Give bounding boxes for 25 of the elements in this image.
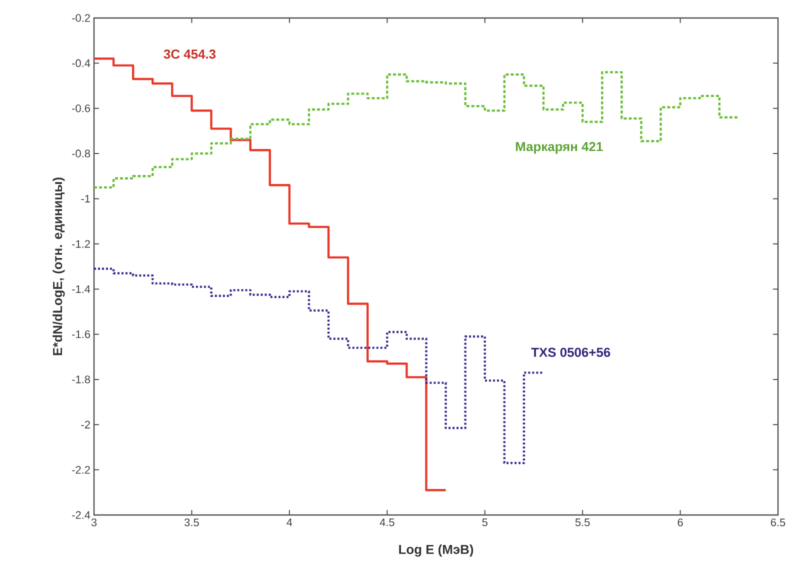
x-tick-label: 5.5 <box>575 518 590 526</box>
y-tick-label: -1.4 <box>72 285 90 293</box>
y-tick-label: -2.2 <box>72 466 90 474</box>
y-tick-label: -1.8 <box>72 376 90 384</box>
x-tick-label: 4.5 <box>380 518 394 526</box>
series-label: 3C 454.3 <box>164 50 216 59</box>
x-tick-label: 6 <box>678 518 683 526</box>
y-tick-label: -0.2 <box>72 14 90 22</box>
x-tick-label: 3 <box>91 518 97 526</box>
y-tick-label: -2.4 <box>72 511 90 519</box>
x-tick-label: 4 <box>286 518 292 526</box>
y-tick-label: -1.6 <box>72 330 90 338</box>
y-tick-label: -0.6 <box>72 104 90 112</box>
y-tick-label: -0.8 <box>72 150 90 158</box>
x-tick-label: 3.5 <box>184 518 199 526</box>
y-tick-label: -1 <box>81 194 90 202</box>
series-label: Маркарян 421 <box>516 142 603 154</box>
series-label: TXS 0506+56 <box>531 348 610 357</box>
y-tick-label: -2 <box>81 420 90 428</box>
y-axis-title: E*dN/dLogE, (отн. единицы) <box>52 178 65 356</box>
x-axis-title: Log E (МэВ) <box>399 544 474 557</box>
y-tick-label: -0.4 <box>72 59 90 68</box>
x-tick-label: 5 <box>482 518 488 526</box>
y-tick-label: -1.2 <box>72 240 90 248</box>
x-tick-label: 6.5 <box>770 518 786 526</box>
